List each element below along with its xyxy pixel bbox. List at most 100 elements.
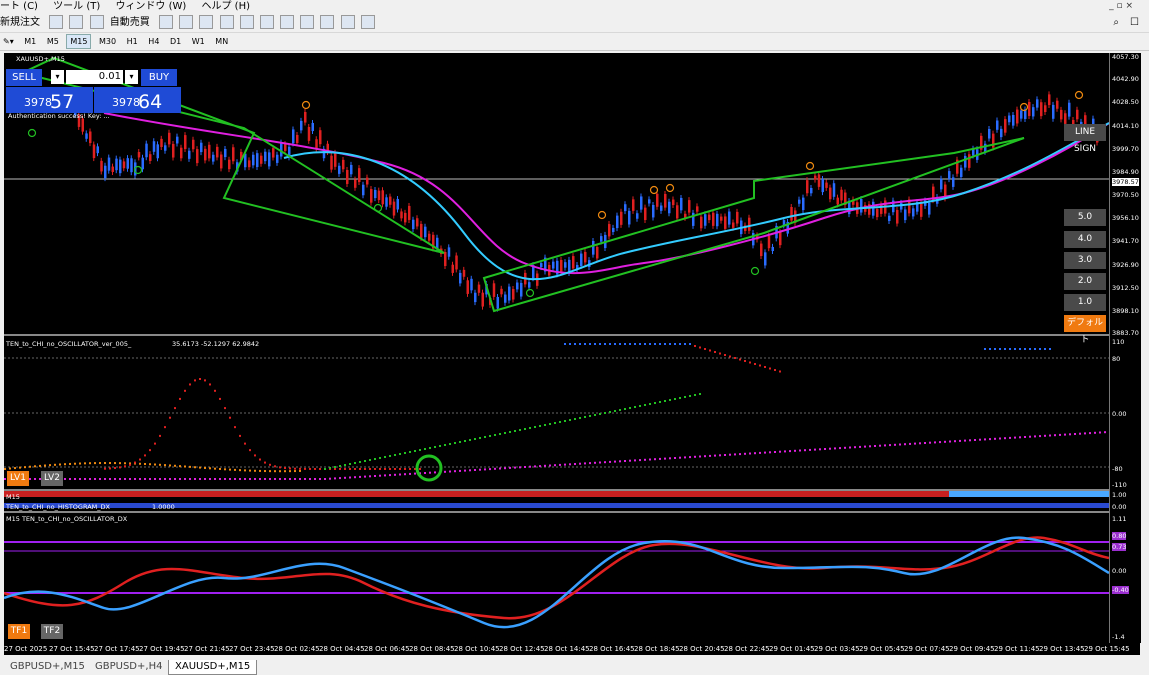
tab-gbpusd-m15[interactable]: GBPUSD+,M15 xyxy=(10,661,85,672)
osc-green-dot xyxy=(404,452,406,454)
osc-orange-dot xyxy=(54,463,56,466)
sell-button[interactable]: SELL xyxy=(6,69,42,86)
diamond-icon[interactable] xyxy=(49,15,64,29)
menu-window[interactable]: ウィンドウ (W) xyxy=(115,1,187,12)
osc-green-dot xyxy=(654,402,656,404)
periods-icon[interactable] xyxy=(340,15,355,29)
buy-button[interactable]: BUY xyxy=(141,69,177,86)
candle-chart-icon[interactable] xyxy=(179,15,194,29)
tf-m1[interactable]: M1 xyxy=(24,37,37,46)
osc-orange-dot xyxy=(154,463,156,466)
osc-magenta-dot xyxy=(264,478,266,480)
osc-orange-dot xyxy=(254,469,256,472)
osc-magenta-dot xyxy=(789,450,791,453)
tf-m15[interactable]: M15 xyxy=(66,34,92,49)
chart-area[interactable] xyxy=(4,53,1109,643)
scale-button-2[interactable]: 2.0 xyxy=(1064,273,1106,290)
line-sign-button[interactable]: LINE SIGN xyxy=(1064,124,1106,154)
osc-orange-dot xyxy=(119,462,121,465)
people-icon[interactable] xyxy=(69,15,84,29)
menu-help[interactable]: ヘルプ (H) xyxy=(201,1,251,12)
symbol-label: XAUUSD+,M15 xyxy=(16,55,65,63)
shift-icon[interactable] xyxy=(300,15,315,29)
osc-red-dot xyxy=(154,442,156,445)
price-level: 3898.10 xyxy=(1112,307,1139,315)
bar-chart-icon[interactable] xyxy=(158,15,173,29)
search-icon[interactable]: ⌕ xyxy=(1113,17,1119,28)
tf-h4[interactable]: H4 xyxy=(148,37,160,46)
scale-button-4[interactable]: 4.0 xyxy=(1064,231,1106,248)
lot-decrease[interactable]: ▾ xyxy=(51,70,64,84)
one-click-trade-panel: SELL ▾ 0.01 ▾ BUY 3978 57 3978 64 xyxy=(6,69,181,115)
scale-button-1[interactable]: 1.0 xyxy=(1064,294,1106,311)
dx-tag: -0.40 xyxy=(1112,586,1129,594)
scale-button-3[interactable]: 3.0 xyxy=(1064,252,1106,269)
osc-red-dot xyxy=(384,468,386,470)
menu-tools[interactable]: ツール (T) xyxy=(53,1,101,12)
tf-m30[interactable]: M30 xyxy=(99,37,117,46)
time-label: 29 Oct 09:45 xyxy=(949,645,995,653)
pane-separator[interactable] xyxy=(4,334,1140,336)
zoom-out-icon[interactable] xyxy=(239,15,254,29)
candle-body xyxy=(288,146,291,158)
tf2-button[interactable]: TF2 xyxy=(41,624,63,639)
candle-body xyxy=(81,118,84,132)
default-button[interactable]: デフォルト xyxy=(1064,315,1106,345)
candle-body xyxy=(668,201,671,214)
scale-button-5[interactable]: 5.0 xyxy=(1064,209,1106,226)
window-controls[interactable]: _ ▫ × xyxy=(1109,1,1133,11)
draw-tools-icon[interactable]: ✎▾ xyxy=(3,37,14,46)
tf-m5[interactable]: M5 xyxy=(46,37,59,46)
tf-h1[interactable]: H1 xyxy=(126,37,138,46)
templates-icon[interactable] xyxy=(360,15,375,29)
osc-blue-dot xyxy=(1024,348,1026,350)
tf-w1[interactable]: W1 xyxy=(191,37,205,46)
price-level: 4042.90 xyxy=(1112,75,1139,83)
osc-magenta-dot xyxy=(564,463,566,466)
menu-chart[interactable]: ート (C) xyxy=(0,1,38,12)
tab-xauusd-m15[interactable]: XAUUSD+,M15 xyxy=(168,660,258,675)
grid-icon[interactable] xyxy=(259,15,274,29)
candle-body xyxy=(817,174,821,187)
zoom-in-icon[interactable] xyxy=(219,15,234,29)
pane-separator[interactable] xyxy=(4,511,1140,513)
osc-magenta-dot xyxy=(199,478,201,480)
osc-magenta-dot xyxy=(424,472,426,474)
osc-magenta-dot xyxy=(179,478,181,480)
sell-price[interactable]: 3978 57 xyxy=(6,87,93,113)
osc-green-dot xyxy=(549,423,551,425)
tf-d1[interactable]: D1 xyxy=(169,37,182,46)
pane-separator[interactable] xyxy=(4,489,1140,491)
osc-red-dot xyxy=(174,407,176,410)
osc-green-dot xyxy=(424,448,426,450)
globe-icon[interactable] xyxy=(89,15,104,29)
osc-orange-dot xyxy=(74,462,76,465)
candle-body xyxy=(1020,110,1023,119)
candle-body xyxy=(188,150,191,159)
osc-orange-dot xyxy=(239,469,241,472)
tf-mn[interactable]: MN xyxy=(215,37,229,46)
lot-input[interactable]: 0.01 xyxy=(66,70,123,84)
line-chart-icon[interactable] xyxy=(199,15,214,29)
tf1-button[interactable]: TF1 xyxy=(8,624,30,639)
candle-body xyxy=(404,212,407,223)
new-order-button[interactable]: 新規注文 xyxy=(0,13,40,32)
lot-increase[interactable]: ▾ xyxy=(125,70,138,84)
auto-trade-button[interactable]: 自動売買 xyxy=(110,13,150,32)
chat-icon[interactable]: ☐ xyxy=(1130,17,1139,28)
candle-body xyxy=(160,138,163,147)
lv1-button[interactable]: LV1 xyxy=(7,471,29,486)
candle-body xyxy=(130,158,133,173)
candle-body xyxy=(1032,107,1035,117)
osc-red-dot xyxy=(129,463,131,466)
osc-red-dot xyxy=(144,454,146,457)
autoscroll-icon[interactable] xyxy=(280,15,295,29)
indicators-icon[interactable] xyxy=(320,15,335,29)
osc-orange-dot xyxy=(79,462,81,465)
osc-red-dot xyxy=(179,397,181,400)
tab-gbpusd-h4[interactable]: GBPUSD+,H4 xyxy=(95,661,163,672)
osc-magenta-dot xyxy=(69,478,71,480)
candle-body xyxy=(141,157,144,170)
lv2-button[interactable]: LV2 xyxy=(41,471,63,486)
buy-price[interactable]: 3978 64 xyxy=(94,87,181,113)
